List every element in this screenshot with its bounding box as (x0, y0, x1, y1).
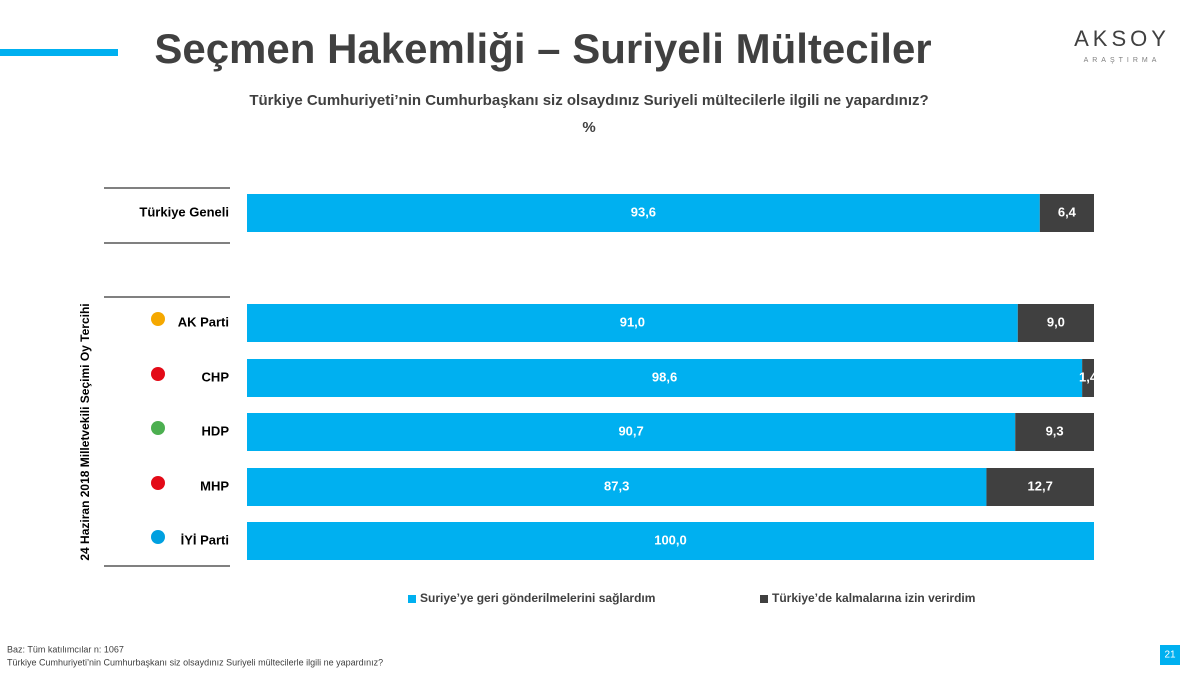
slide-title: Seçmen Hakemliği – Suriyeli Mülteciler (154, 25, 931, 72)
bar-segment (247, 304, 1018, 342)
value-label: 1,4 (1079, 369, 1098, 384)
page-number: 21 (1164, 650, 1176, 661)
value-label: 87,3 (604, 478, 629, 493)
footer-base: Baz: Tüm katılımcılar n: 1067 (7, 644, 124, 654)
legend-swatch (760, 595, 768, 603)
category-label: AK Parti (178, 314, 229, 329)
value-label: 100,0 (654, 532, 687, 547)
chart-subtitle: Türkiye Cumhuriyeti’nin Cumhurbaşkanı si… (249, 92, 928, 109)
group-label: 24 Haziran 2018 Milletvekili Seçimi Oy T… (78, 303, 92, 560)
bar-segment (1082, 359, 1094, 397)
value-label: 6,4 (1058, 204, 1077, 219)
party-logo (151, 476, 165, 490)
party-logo (151, 367, 165, 381)
value-label: 91,0 (620, 314, 645, 329)
category-label: HDP (202, 423, 230, 438)
category-label: Türkiye Geneli (139, 204, 229, 219)
category-label: MHP (200, 478, 229, 493)
value-label: 9,0 (1047, 314, 1065, 329)
legend-swatch (408, 595, 416, 603)
bar-segment (247, 522, 1094, 560)
category-label: İYİ Parti (181, 532, 229, 547)
legend-label: Türkiye’de kalmalarına izin verirdim (772, 591, 975, 605)
value-label: 93,6 (631, 204, 656, 219)
footer-question: Türkiye Cumhuriyeti’nin Cumhurbaşkanı si… (7, 657, 383, 667)
bar-segment (1039, 194, 1094, 232)
value-label: 90,7 (618, 423, 643, 438)
bar-segment (986, 468, 1094, 506)
bar-segment (1017, 304, 1094, 342)
value-label: 98,6 (652, 369, 677, 384)
party-logo (151, 530, 165, 544)
party-logo (151, 421, 165, 435)
party-logo (151, 312, 165, 326)
accent-bar (0, 49, 118, 56)
logo-sub: ARAŞTIRMA (1084, 57, 1161, 64)
bar-segment (247, 413, 1016, 451)
legend-label: Suriye’ye geri gönderilmelerini sağlardı… (420, 591, 655, 605)
logo: AKSOY (1074, 26, 1170, 51)
unit: % (582, 119, 595, 136)
page-badge (1160, 645, 1180, 665)
bar-segment (247, 194, 1040, 232)
bar-segment (1015, 413, 1094, 451)
category-label: CHP (202, 369, 230, 384)
separators (104, 187, 230, 567)
bar-segment (247, 468, 987, 506)
bar-segment (247, 359, 1083, 397)
value-label: 12,7 (1028, 478, 1053, 493)
value-label: 9,3 (1046, 423, 1064, 438)
